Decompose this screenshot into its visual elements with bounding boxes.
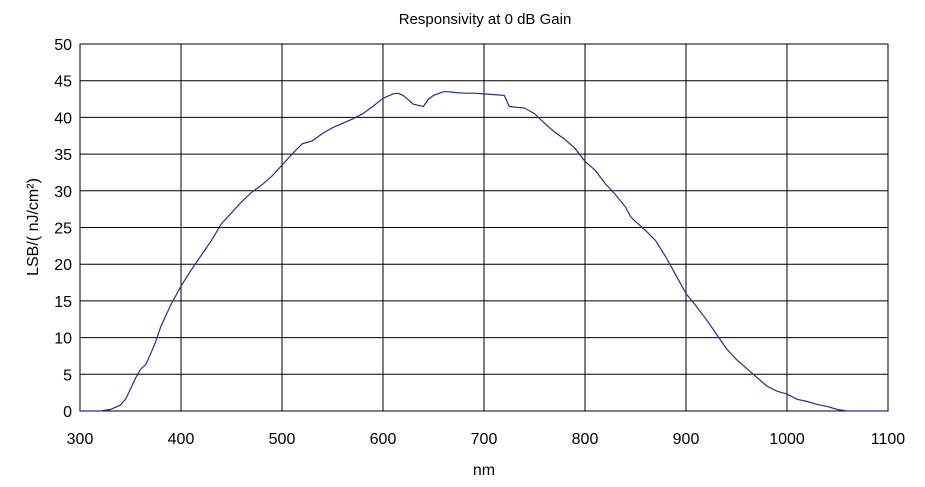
- chart-title: Responsivity at 0 dB Gain: [399, 11, 572, 28]
- series-line: [80, 91, 888, 412]
- grid-lines: [79, 43, 889, 412]
- y-tick-label: 10: [54, 331, 72, 348]
- y-tick-label: 30: [54, 184, 72, 201]
- y-axis-label: LSB/( nJ/cm²): [25, 178, 42, 276]
- x-tick-label: 800: [572, 431, 599, 448]
- y-tick-label: 20: [54, 257, 72, 274]
- y-tick-label: 40: [54, 110, 72, 127]
- x-tick-label: 400: [168, 431, 195, 448]
- y-tick-label: 45: [54, 74, 72, 91]
- x-tick-label: 900: [673, 431, 700, 448]
- x-tick-label: 1000: [769, 431, 805, 448]
- y-tick-label: 5: [63, 367, 72, 384]
- y-tick-label: 25: [54, 221, 72, 238]
- x-axis-label: nm: [473, 462, 495, 479]
- x-tick-labels: 300 400 500 600 700 800 900 1000 1100: [67, 431, 906, 448]
- y-tick-label: 50: [54, 37, 72, 54]
- y-tick-label: 0: [63, 404, 72, 421]
- y-tick-labels: 0 5 10 15 20 25 30 35 40 45 50: [54, 37, 72, 421]
- x-tick-label: 600: [370, 431, 397, 448]
- plot-frame: [79, 43, 889, 412]
- x-tick-label: 500: [269, 431, 296, 448]
- x-tick-label: 700: [471, 431, 498, 448]
- y-tick-label: 15: [54, 294, 72, 311]
- x-tick-label: 1100: [871, 431, 906, 448]
- x-tick-label: 300: [67, 431, 94, 448]
- y-tick-label: 35: [54, 147, 72, 164]
